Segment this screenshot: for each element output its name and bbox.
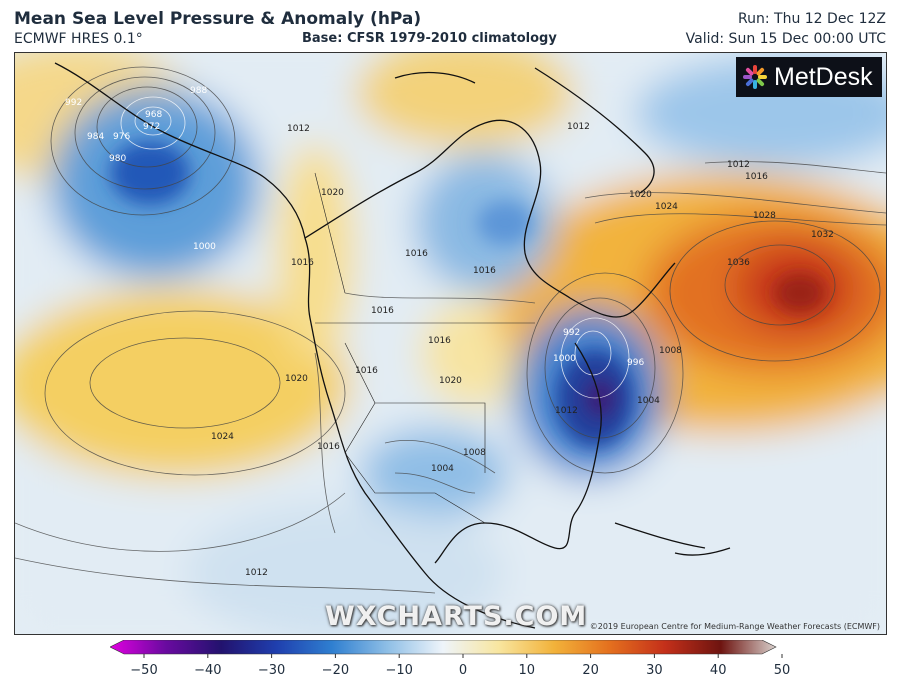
isobar-label: 1012 bbox=[287, 124, 310, 134]
metdesk-burst-icon bbox=[743, 65, 767, 89]
isobar-labels: 968 972 976 984 980 992 988 1000 1012 10… bbox=[65, 86, 834, 578]
isobar-label: 1012 bbox=[567, 122, 590, 132]
isobar-label: 1032 bbox=[811, 230, 834, 240]
isobar-label: 1016 bbox=[405, 249, 428, 259]
colorbar-tick-label: −10 bbox=[385, 663, 412, 678]
anomaly-shading bbox=[15, 53, 886, 634]
isobar-label: 992 bbox=[65, 98, 82, 108]
pressure-anomaly-map: 968 972 976 984 980 992 988 1000 1012 10… bbox=[15, 53, 886, 634]
isobar-label: 1012 bbox=[555, 406, 578, 416]
isobar-label: 1020 bbox=[285, 374, 308, 384]
metdesk-logo-text: MetDesk bbox=[774, 62, 873, 91]
coastline bbox=[54, 62, 731, 629]
isobar-label: 1004 bbox=[431, 464, 454, 474]
isobar-label: 1036 bbox=[727, 258, 750, 268]
valid-time-label: Valid: Sun 15 Dec 00:00 UTC bbox=[685, 31, 886, 47]
isobar-label: 1016 bbox=[745, 172, 768, 182]
isobar-label: 1012 bbox=[245, 568, 268, 578]
isobar-label: 1012 bbox=[727, 160, 750, 170]
isobar-label: 1016 bbox=[355, 366, 378, 376]
wxcharts-watermark: WXCHARTS.COM bbox=[325, 601, 588, 632]
map-panel: 968 972 976 984 980 992 988 1000 1012 10… bbox=[14, 52, 887, 635]
isobar-label: 980 bbox=[109, 154, 126, 164]
colorbar-tick-label: 10 bbox=[519, 663, 536, 678]
base-climatology-label: Base: CFSR 1979-2010 climatology bbox=[302, 31, 557, 46]
isobar-label: 996 bbox=[627, 358, 644, 368]
colorbar-tick-label: −50 bbox=[130, 663, 157, 678]
colorbar-tick-label: 20 bbox=[582, 663, 599, 678]
colorbar-gradient bbox=[110, 640, 777, 655]
isobar-label: 1004 bbox=[637, 396, 660, 406]
isobar-label: 1020 bbox=[439, 376, 462, 386]
isobar-label: 1020 bbox=[321, 188, 344, 198]
colorbar-tick-label: 50 bbox=[774, 663, 790, 678]
isobar-label: 1024 bbox=[655, 202, 678, 212]
isobar-label: 988 bbox=[190, 86, 207, 96]
isobar-label: 984 bbox=[87, 132, 104, 142]
isobar-label: 972 bbox=[143, 122, 160, 132]
copyright-notice: ©2019 European Centre for Medium-Range W… bbox=[589, 622, 880, 631]
isobar-label: 1028 bbox=[753, 211, 776, 221]
isobar-label: 1016 bbox=[428, 336, 451, 346]
colorbar-tick-label: 0 bbox=[459, 663, 467, 678]
isobar-label: 968 bbox=[145, 110, 162, 120]
colorbar-tick-label: −20 bbox=[322, 663, 349, 678]
isobar-label: 1008 bbox=[463, 448, 486, 458]
anomaly-colorbar: −50 −40 −30 −20 −10 0 10 20 30 40 50 bbox=[110, 640, 790, 678]
colorbar-tick-label: 30 bbox=[646, 663, 663, 678]
isobar-label: 1016 bbox=[291, 258, 314, 268]
run-time-label: Run: Thu 12 Dec 12Z bbox=[738, 11, 886, 27]
colorbar-tick-label: −40 bbox=[194, 663, 221, 678]
isobar-label: 1000 bbox=[193, 242, 216, 252]
isobar-label: 1008 bbox=[659, 346, 682, 356]
isobar-label: 1016 bbox=[371, 306, 394, 316]
isobar-label: 1024 bbox=[211, 432, 234, 442]
colorbar-ticks: −50 −40 −30 −20 −10 0 10 20 30 40 50 bbox=[130, 654, 790, 678]
isobar-label: 1016 bbox=[473, 266, 496, 276]
isobar-label: 992 bbox=[563, 328, 580, 338]
isobar-label: 976 bbox=[113, 132, 130, 142]
colorbar-tick-label: −30 bbox=[258, 663, 285, 678]
chart-title: Mean Sea Level Pressure & Anomaly (hPa) bbox=[14, 9, 422, 29]
isobar-label: 1016 bbox=[317, 442, 340, 452]
borders bbox=[314, 172, 535, 524]
isobar-label: 1020 bbox=[629, 190, 652, 200]
metdesk-logo: MetDesk bbox=[736, 57, 882, 97]
model-label: ECMWF HRES 0.1° bbox=[14, 31, 143, 47]
colorbar-tick-label: 40 bbox=[710, 663, 727, 678]
isobar-label: 1000 bbox=[553, 354, 576, 364]
isobar-lines bbox=[15, 66, 886, 594]
